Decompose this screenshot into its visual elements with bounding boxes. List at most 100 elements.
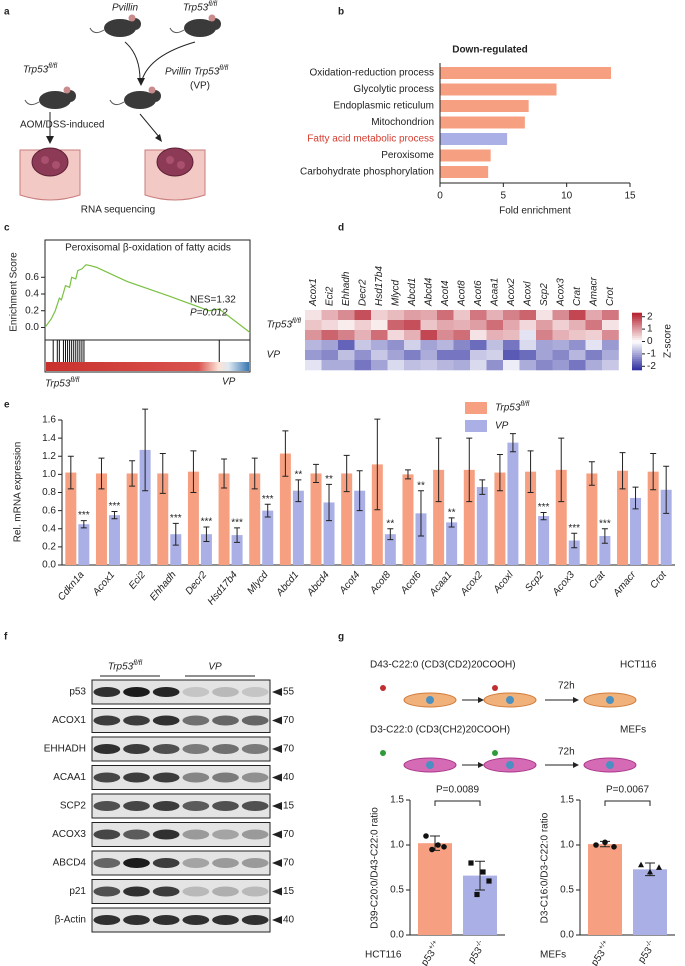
- error-bar: [479, 479, 486, 495]
- error-bar: [417, 490, 424, 537]
- band: [123, 886, 150, 897]
- heat-cell: [404, 330, 421, 341]
- es-curve: [44, 264, 251, 333]
- error-bar: [98, 457, 105, 490]
- heat-cell: [437, 320, 454, 331]
- bar: [139, 449, 151, 565]
- heat-cell: [470, 330, 487, 341]
- heat-cell: [305, 340, 322, 351]
- error-bar: [264, 503, 271, 518]
- arrow-head: [478, 697, 484, 703]
- heat-cell: [338, 350, 355, 361]
- band: [152, 772, 180, 783]
- band: [241, 858, 269, 868]
- x-tick-label: Acox3: [550, 569, 577, 598]
- y-tick-label: 0.0: [42, 560, 56, 571]
- x-tick-label: 0: [437, 191, 443, 202]
- band: [93, 858, 121, 868]
- mouse-ear: [63, 86, 71, 94]
- error-bar: [234, 527, 241, 543]
- heat-cell: [420, 310, 438, 321]
- colorbar-step: [632, 327, 642, 331]
- tumor-texture: [41, 156, 49, 164]
- label: 72h: [558, 747, 575, 758]
- error-bar: [387, 528, 394, 541]
- bar: [126, 473, 138, 565]
- mouse-tail: [24, 99, 40, 106]
- marker-label: 70: [283, 829, 295, 840]
- bar: [440, 67, 611, 79]
- data-point: [593, 842, 599, 848]
- annotation: P=0.0089: [436, 785, 480, 796]
- group-label: Trp53fl/fl: [108, 660, 143, 673]
- heat-cell: [552, 320, 570, 331]
- heat-cell: [552, 350, 570, 361]
- heat-cell: [354, 360, 372, 371]
- heat-cell: [354, 330, 372, 341]
- mouse-body: [104, 19, 136, 37]
- label: RNA sequencing: [81, 205, 156, 216]
- error-bar: [588, 461, 595, 486]
- band: [93, 772, 121, 783]
- error-bar: [601, 528, 608, 544]
- protein-label: SCP2: [60, 801, 87, 812]
- colorbar-step: [632, 329, 642, 333]
- mouse-ear: [148, 86, 156, 94]
- band: [212, 715, 239, 726]
- band: [182, 772, 210, 783]
- data-point: [429, 846, 435, 853]
- heat-cell: [354, 350, 372, 361]
- heat-cell: [552, 330, 570, 341]
- data-point: [486, 878, 492, 884]
- column-label: Acox2: [506, 278, 517, 307]
- mouse-icon: [89, 14, 141, 37]
- band: [123, 915, 150, 925]
- panel-letter: e: [4, 400, 10, 411]
- heat-cell: [585, 320, 603, 331]
- marker-arrow: [272, 859, 282, 867]
- x-axis-label: MEFs: [540, 950, 566, 961]
- x-tick-label: p53-/-: [635, 938, 659, 965]
- bar: [538, 516, 550, 565]
- protein-label: ACAA1: [53, 772, 86, 783]
- heat-cell: [371, 320, 388, 331]
- colorbar-step: [632, 367, 642, 371]
- band: [123, 801, 150, 811]
- label: MEFs: [620, 725, 646, 736]
- heat-cell: [519, 310, 537, 321]
- error-bar: [374, 418, 381, 511]
- bar: [440, 116, 525, 129]
- colorbar-step: [632, 345, 642, 348]
- significance: **: [294, 469, 302, 480]
- legend-label: Trp53fl/fl: [495, 401, 530, 414]
- significance: ***: [201, 517, 213, 528]
- x-tick-label: Acox2: [458, 569, 485, 598]
- colorbar-step: [632, 312, 642, 316]
- significance: **: [325, 474, 333, 485]
- column-label: Acot6: [473, 280, 484, 307]
- band: [212, 858, 239, 868]
- bar: [617, 470, 629, 565]
- bar: [249, 473, 261, 565]
- colorbar-tick-label: 0: [647, 336, 653, 347]
- nucleus: [426, 696, 434, 704]
- heat-cell: [420, 360, 438, 371]
- band: [152, 915, 180, 925]
- band: [241, 715, 269, 726]
- colorbar-step: [632, 343, 642, 346]
- arrow-head: [46, 136, 54, 144]
- bar: [555, 469, 567, 565]
- heat-cell: [453, 350, 471, 361]
- x-tick-label: Abcd1: [274, 570, 301, 600]
- colorbar-step: [632, 356, 642, 359]
- y-tick-label: 0.0: [560, 930, 574, 941]
- nucleus: [506, 696, 514, 704]
- y-tick-label: 1.0: [560, 840, 574, 851]
- heat-cell: [371, 340, 388, 351]
- heat-cell: [536, 320, 553, 331]
- data-point: [468, 860, 474, 866]
- bar: [440, 83, 557, 96]
- colorbar-step: [632, 364, 642, 367]
- panel-letter: f: [4, 632, 8, 643]
